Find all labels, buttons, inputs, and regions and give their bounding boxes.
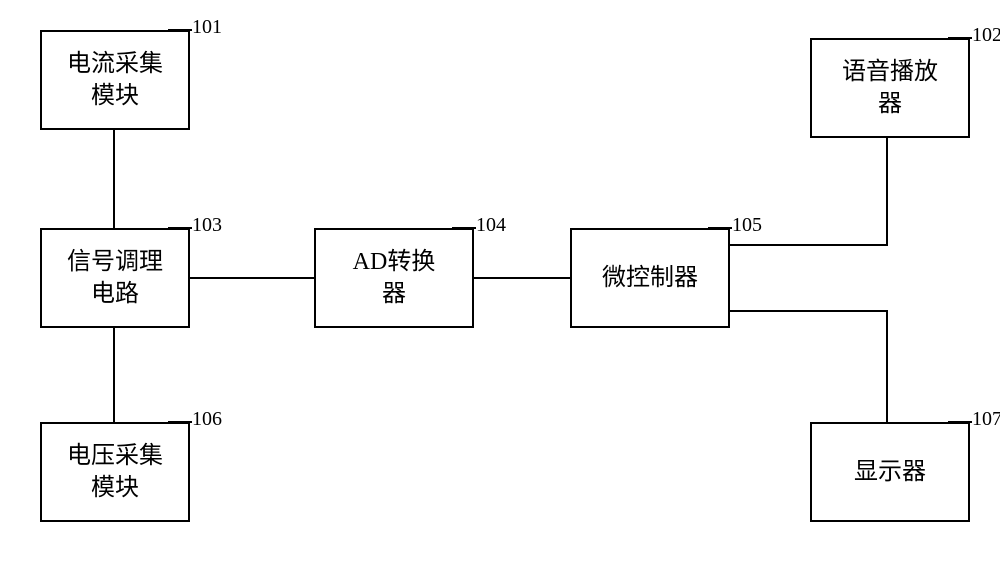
ref-leader xyxy=(708,227,732,229)
node-ref-105: 105 xyxy=(732,214,762,237)
node-label: AD转换器 xyxy=(347,246,442,311)
ref-leader xyxy=(168,227,192,229)
node-ref-106: 106 xyxy=(192,408,222,431)
node-n106: 电压采集模块 xyxy=(40,422,190,522)
node-label: 微控制器 xyxy=(596,262,704,294)
ref-leader xyxy=(948,37,972,39)
node-ref-101: 101 xyxy=(192,16,222,39)
node-label: 显示器 xyxy=(848,456,932,488)
edge-n105-n107 xyxy=(886,310,888,422)
ref-leader xyxy=(168,421,192,423)
node-ref-103: 103 xyxy=(192,214,222,237)
ref-leader xyxy=(948,421,972,423)
edge-n103-n104 xyxy=(190,277,314,279)
node-n105: 微控制器 xyxy=(570,228,730,328)
edge-n105-n102 xyxy=(730,244,888,246)
node-label: 信号调理电路 xyxy=(61,246,169,311)
node-ref-107: 107 xyxy=(972,408,1000,431)
node-n101: 电流采集模块 xyxy=(40,30,190,130)
ref-leader xyxy=(168,29,192,31)
node-n102: 语音播放器 xyxy=(810,38,970,138)
edge-n104-n105 xyxy=(474,277,570,279)
edge-n101-n103 xyxy=(113,130,115,228)
node-ref-102: 102 xyxy=(972,24,1000,47)
node-ref-104: 104 xyxy=(476,214,506,237)
edge-n105-n102 xyxy=(886,138,888,246)
node-n107: 显示器 xyxy=(810,422,970,522)
node-label: 电压采集模块 xyxy=(61,440,169,505)
edge-n103-n106 xyxy=(113,328,115,422)
node-label: 电流采集模块 xyxy=(61,48,169,113)
ref-leader xyxy=(452,227,476,229)
diagram-canvas: 电流采集模块 101 语音播放器 102 信号调理电路 103 AD转换器 104 微控制器 10… xyxy=(0,0,1000,564)
node-n104: AD转换器 xyxy=(314,228,474,328)
edge-n105-n107 xyxy=(730,310,888,312)
node-n103: 信号调理电路 xyxy=(40,228,190,328)
node-label: 语音播放器 xyxy=(836,56,944,121)
